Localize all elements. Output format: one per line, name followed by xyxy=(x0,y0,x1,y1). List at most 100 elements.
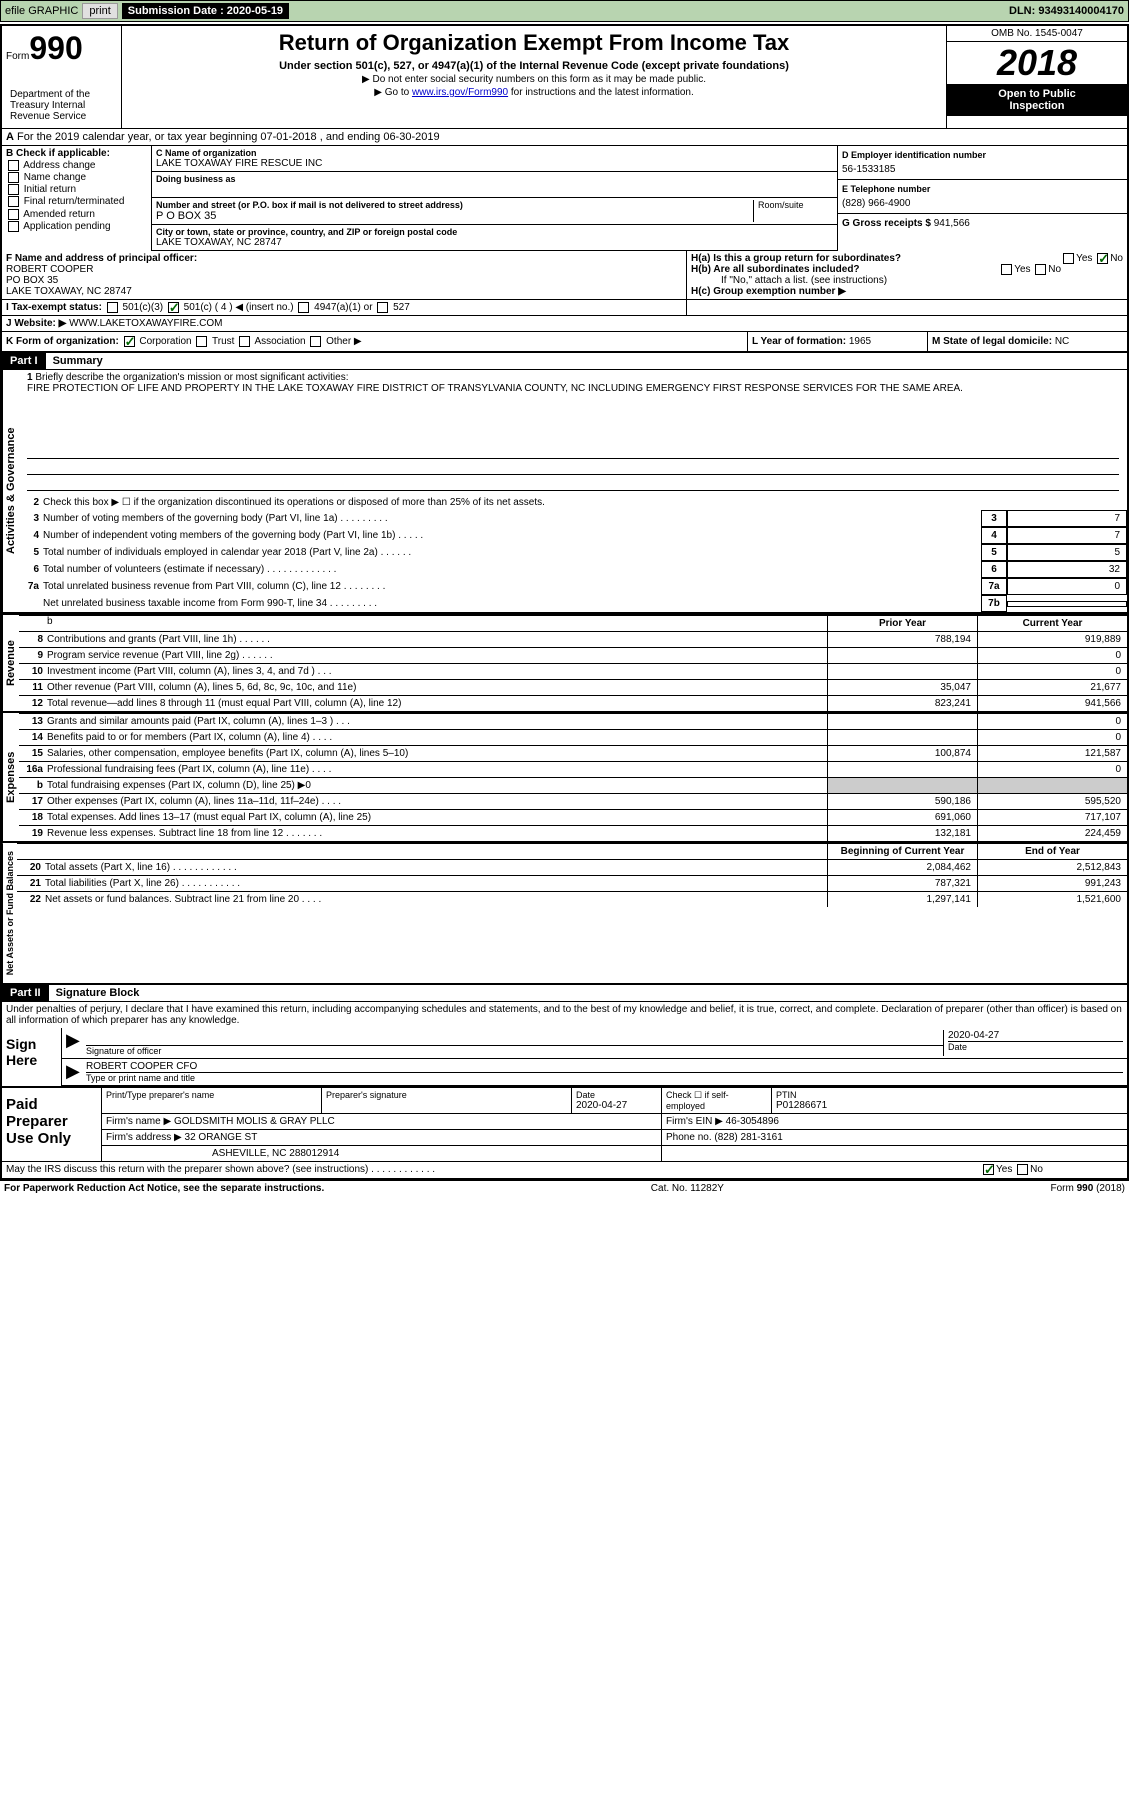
sign-arrow-icon: ▶ xyxy=(66,1030,86,1056)
i-status: I Tax-exempt status: 501(c)(3) 501(c) ( … xyxy=(2,300,687,315)
dln: DLN: 93493140004170 xyxy=(1009,5,1124,17)
addr-label: Number and street (or P.O. box if mail i… xyxy=(156,200,753,210)
firm-addr: 32 ORANGE ST xyxy=(185,1132,258,1143)
ptin: P01286671 xyxy=(776,1100,1123,1111)
part2-header: Part II xyxy=(2,985,49,1001)
e-label: E Telephone number xyxy=(842,184,1123,194)
prep-date: 2020-04-27 xyxy=(576,1100,657,1111)
prior-year-header: Prior Year xyxy=(827,616,977,631)
efile-label: efile GRAPHIC xyxy=(5,5,78,17)
discuss-question: May the IRS discuss this return with the… xyxy=(2,1162,977,1177)
print-button[interactable]: print xyxy=(82,3,117,19)
org-name: LAKE TOXAWAY FIRE RESCUE INC xyxy=(156,158,833,169)
hb-yes-checkbox[interactable] xyxy=(1001,264,1012,275)
tax-period: A For the 2019 calendar year, or tax yea… xyxy=(2,129,1127,146)
fin-row: 22Net assets or fund balances. Subtract … xyxy=(17,891,1127,907)
website-url: WWW.LAKETOXAWAYFIRE.COM xyxy=(69,318,222,329)
assoc-checkbox[interactable] xyxy=(239,336,250,347)
fin-row: bTotal fundraising expenses (Part IX, co… xyxy=(19,777,1127,793)
4947-checkbox[interactable] xyxy=(298,302,309,313)
form-label: Form xyxy=(6,51,29,62)
tax-year: 2018 xyxy=(947,42,1127,84)
city-state-zip: LAKE TOXAWAY, NC 28747 xyxy=(156,237,833,248)
g-label: G Gross receipts $ xyxy=(842,218,931,229)
form-title: Return of Organization Exempt From Incom… xyxy=(130,30,938,56)
fin-row: 10Investment income (Part VIII, column (… xyxy=(19,663,1127,679)
fin-row: 18Total expenses. Add lines 13–17 (must … xyxy=(19,809,1127,825)
street-address: P O BOX 35 xyxy=(156,210,753,222)
corp-checkbox[interactable] xyxy=(124,336,135,347)
b-option: Final return/terminated xyxy=(6,196,147,207)
part2-title: Signature Block xyxy=(52,985,144,1001)
current-year-header: Current Year xyxy=(977,616,1127,631)
sign-arrow-icon-2: ▶ xyxy=(66,1061,86,1083)
footer: For Paperwork Reduction Act Notice, see … xyxy=(0,1180,1129,1196)
irs-link[interactable]: www.irs.gov/Form990 xyxy=(412,87,508,98)
revenue-label: Revenue xyxy=(2,615,19,711)
title-box: Return of Organization Exempt From Incom… xyxy=(122,26,947,128)
paperwork-notice: For Paperwork Reduction Act Notice, see … xyxy=(4,1183,324,1194)
k-form-org: K Form of organization: Corporation Trus… xyxy=(2,332,747,351)
fin-row: 8Contributions and grants (Part VIII, li… xyxy=(19,631,1127,647)
dept-label: Department of the Treasury Internal Reve… xyxy=(6,87,117,124)
form-ref: Form 990 (2018) xyxy=(1051,1183,1125,1194)
b-option: Initial return xyxy=(6,184,147,195)
fin-row: 20Total assets (Part X, line 16) . . . .… xyxy=(17,859,1127,875)
h-section: H(a) Is this a group return for subordin… xyxy=(687,251,1127,299)
fin-row: 17Other expenses (Part IX, column (A), l… xyxy=(19,793,1127,809)
part1-title: Summary xyxy=(49,353,107,369)
sig-date-label: Date xyxy=(948,1041,1123,1052)
header-bar: efile GRAPHIC print Submission Date : 20… xyxy=(0,0,1129,22)
b-option: Address change xyxy=(6,160,147,171)
f-officer: F Name and address of principal officer:… xyxy=(2,251,687,299)
j-website: J Website: ▶ WWW.LAKETOXAWAYFIRE.COM xyxy=(2,316,1127,332)
501c3-checkbox[interactable] xyxy=(107,302,118,313)
form-number-box: Form990 Department of the Treasury Inter… xyxy=(2,26,122,128)
expenses-label: Expenses xyxy=(2,713,19,841)
officer-name: ROBERT COOPER xyxy=(6,264,93,275)
other-checkbox[interactable] xyxy=(310,336,321,347)
part1-header: Part I xyxy=(2,353,46,369)
submission-date: Submission Date : 2020-05-19 xyxy=(122,3,289,19)
b-option: Name change xyxy=(6,172,147,183)
city-label: City or town, state or province, country… xyxy=(156,227,833,237)
discuss-no-checkbox[interactable] xyxy=(1017,1164,1028,1175)
form-subtitle: Under section 501(c), 527, or 4947(a)(1)… xyxy=(130,60,938,72)
dba-label: Doing business as xyxy=(156,174,833,184)
ag-row: 4Number of independent voting members of… xyxy=(19,527,1127,544)
ha-yes-checkbox[interactable] xyxy=(1063,253,1074,264)
note-link: ▶ Go to www.irs.gov/Form990 for instruct… xyxy=(130,87,938,98)
discuss-yes-checkbox[interactable] xyxy=(983,1164,994,1175)
net-assets-label: Net Assets or Fund Balances xyxy=(2,843,17,983)
state-domicile: NC xyxy=(1055,336,1069,347)
fin-row: 21Total liabilities (Part X, line 26) . … xyxy=(17,875,1127,891)
527-checkbox[interactable] xyxy=(377,302,388,313)
trust-checkbox[interactable] xyxy=(196,336,207,347)
501c-checkbox[interactable] xyxy=(168,302,179,313)
officer-printed-name: ROBERT COOPER CFO xyxy=(86,1061,1123,1073)
ag-row: 3Number of voting members of the governi… xyxy=(19,510,1127,527)
firm-ein: 46-3054896 xyxy=(726,1116,779,1127)
sign-here-label: Sign Here xyxy=(2,1028,62,1086)
form-main: Form990 Department of the Treasury Inter… xyxy=(0,24,1129,1180)
ein: 56-1533185 xyxy=(842,164,1123,175)
firm-addr2: ASHEVILLE, NC 288012914 xyxy=(102,1146,662,1161)
officer-addr2: LAKE TOXAWAY, NC 28747 xyxy=(6,286,132,297)
b-option: Amended return xyxy=(6,209,147,220)
hb-no-checkbox[interactable] xyxy=(1035,264,1046,275)
fin-row: 9Program service revenue (Part VIII, lin… xyxy=(19,647,1127,663)
ha-no-checkbox[interactable] xyxy=(1097,253,1108,264)
activities-governance-label: Activities & Governance xyxy=(2,370,19,612)
open-public: Open to Public Inspection xyxy=(947,84,1127,116)
note-ssn: ▶ Do not enter social security numbers o… xyxy=(130,74,938,85)
cat-no: Cat. No. 11282Y xyxy=(651,1183,724,1194)
fin-row: 19Revenue less expenses. Subtract line 1… xyxy=(19,825,1127,841)
fin-row: 13Grants and similar amounts paid (Part … xyxy=(19,713,1127,729)
sig-officer-label: Signature of officer xyxy=(86,1046,943,1056)
ag-row: 5Total number of individuals employed in… xyxy=(19,544,1127,561)
fin-row: 15Salaries, other compensation, employee… xyxy=(19,745,1127,761)
c-name-label: C Name of organization xyxy=(156,148,833,158)
eoy-header: End of Year xyxy=(977,844,1127,859)
telephone: (828) 966-4900 xyxy=(842,198,1123,209)
d-label: D Employer identification number xyxy=(842,150,1123,160)
